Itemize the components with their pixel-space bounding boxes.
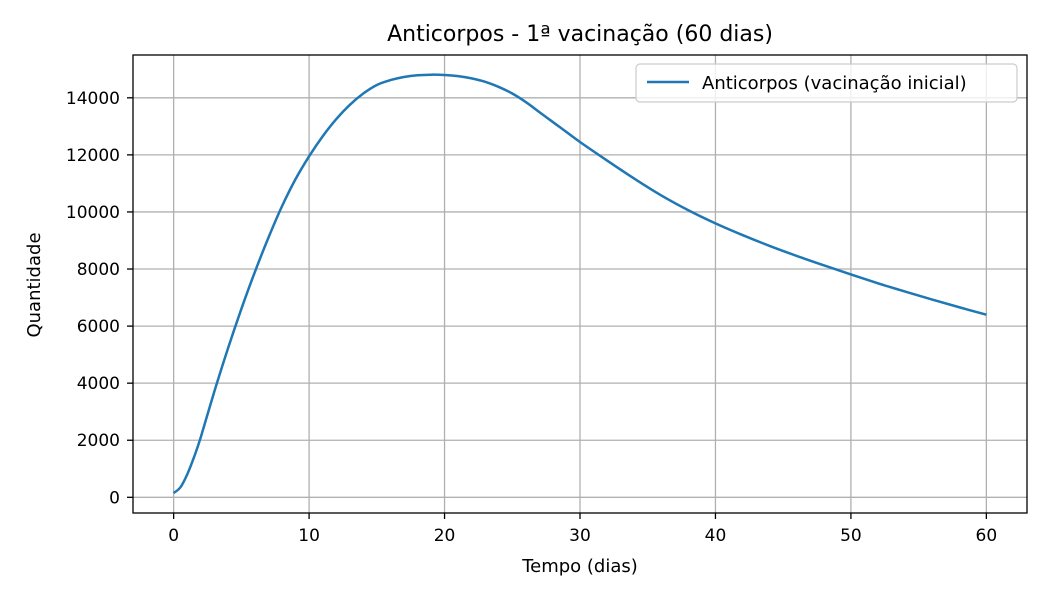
series-layer (172, 73, 987, 495)
x-tick-label: 10 (298, 526, 320, 546)
x-tick-label: 0 (168, 526, 179, 546)
series-line (172, 73, 987, 495)
y-tick-label: 4000 (77, 374, 120, 394)
x-tick-label: 30 (569, 526, 591, 546)
x-tick-label: 50 (840, 526, 862, 546)
legend: Anticorpos (vacinação inicial) (635, 63, 1018, 103)
grid-layer (133, 55, 1027, 513)
y-tick-label: 14000 (66, 89, 120, 109)
x-tick-label: 20 (434, 526, 456, 546)
x-tick-label: 40 (705, 526, 727, 546)
y-tick-label: 12000 (66, 146, 120, 166)
legend-box (635, 63, 1018, 103)
ticks-layer: 0 10 20 30 40 50 60 0 2000 4000 6000 8000 10000 12000… (66, 89, 997, 546)
x-tick-label: 60 (976, 526, 998, 546)
y-tick-label: 10000 (66, 203, 120, 223)
legend-label: Anticorpos (vacinação inicial) (702, 73, 967, 94)
y-axis-label: Quantidade (24, 232, 45, 337)
y-tick-label: 6000 (77, 317, 120, 337)
x-axis-label: Tempo (dias) (521, 556, 638, 577)
y-tick-label: 2000 (77, 431, 120, 451)
chart-title: Anticorpos - 1ª vacinação (60 dias) (387, 22, 773, 47)
y-tick-label: 0 (109, 488, 120, 508)
y-tick-label: 8000 (77, 260, 120, 280)
